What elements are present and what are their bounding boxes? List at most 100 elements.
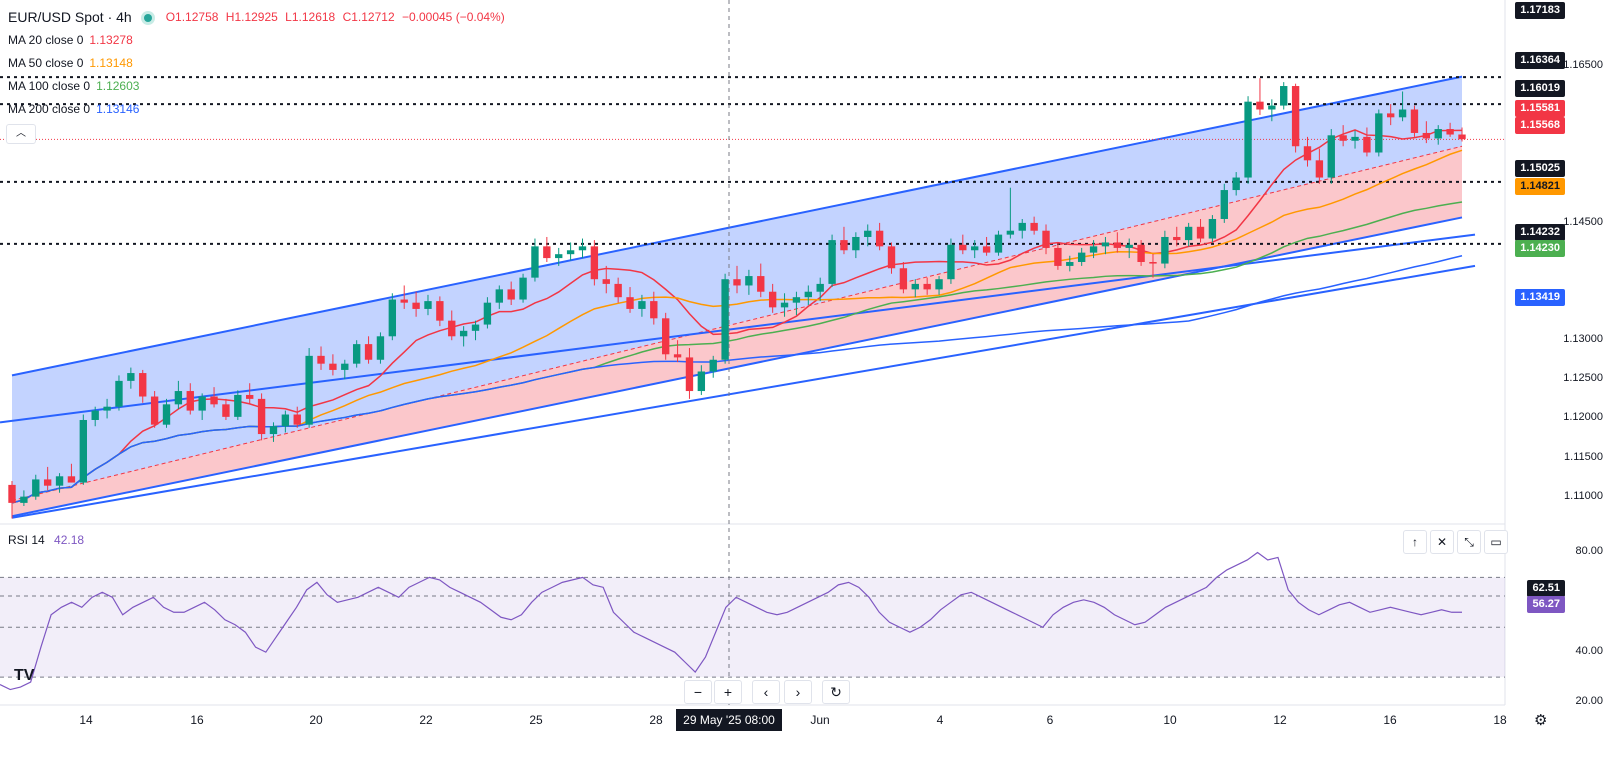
candle-body bbox=[20, 496, 28, 503]
rsi-tick-label: 40.00 bbox=[1575, 645, 1603, 658]
candle-body bbox=[376, 336, 385, 360]
ma20-label: MA 20 close 0 bbox=[8, 33, 84, 47]
time-tick-label: 10 bbox=[1163, 713, 1177, 727]
candle-body bbox=[1042, 230, 1050, 248]
price-pill: 1.15025 bbox=[1515, 160, 1565, 177]
candle-body bbox=[1327, 135, 1335, 178]
low-value: L1.12618 bbox=[285, 10, 336, 24]
candle-body bbox=[67, 476, 76, 483]
candle-body bbox=[448, 320, 456, 337]
candle-body bbox=[436, 301, 444, 321]
time-tick-label: 22 bbox=[419, 713, 433, 727]
candle-body bbox=[828, 240, 836, 284]
zoom-in-button[interactable]: + bbox=[714, 680, 742, 704]
candle-body bbox=[79, 419, 87, 483]
time-tick-label: 28 bbox=[649, 713, 663, 727]
candle-body bbox=[1339, 135, 1347, 141]
ma100-value: 1.12603 bbox=[96, 79, 140, 93]
candle-body bbox=[685, 357, 694, 392]
rsi-tick-label: 80.00 bbox=[1575, 545, 1603, 558]
time-tick-label: 4 bbox=[936, 713, 944, 727]
candle-body bbox=[234, 394, 242, 417]
candle-body bbox=[139, 373, 147, 397]
candle-body bbox=[1006, 230, 1015, 235]
candle-body bbox=[1125, 244, 1133, 248]
symbol-title[interactable]: EUR/USD Spot · 4h bbox=[8, 9, 132, 25]
candle-body bbox=[899, 268, 908, 290]
close-pane-button[interactable]: ✕ bbox=[1430, 530, 1454, 554]
candle-body bbox=[804, 291, 812, 298]
candle-body bbox=[1232, 177, 1240, 191]
change-value: −0.00045 (−0.04%) bbox=[401, 10, 505, 24]
regression-channel bbox=[0, 75, 1476, 519]
candle-body bbox=[1422, 132, 1431, 139]
price-tick-label: 1.11000 bbox=[1564, 489, 1603, 502]
candle-body bbox=[1113, 242, 1122, 248]
channel-lower-fill bbox=[12, 146, 1462, 517]
candle-body bbox=[1208, 218, 1217, 239]
candle-body bbox=[1184, 226, 1193, 241]
candle-body bbox=[959, 244, 967, 251]
ma200-line bbox=[11, 255, 1463, 504]
candle-body bbox=[198, 396, 206, 411]
candle-body bbox=[745, 276, 753, 286]
ma100-label: MA 100 close 0 bbox=[8, 79, 91, 93]
ma50-legend[interactable]: MA 50 close 0 1.13148 bbox=[8, 52, 509, 75]
ma20-line bbox=[11, 129, 1463, 504]
zoom-out-button[interactable]: − bbox=[684, 680, 712, 704]
candle-body bbox=[1220, 190, 1228, 219]
candle-body bbox=[1054, 247, 1062, 266]
candle-body bbox=[1315, 160, 1324, 178]
candle-body bbox=[483, 302, 492, 325]
reset-chart-button[interactable]: ↻ bbox=[822, 680, 850, 704]
candle-body bbox=[55, 476, 64, 486]
ma20-legend[interactable]: MA 20 close 0 1.13278 bbox=[8, 29, 509, 52]
time-tick-label: 12 bbox=[1273, 713, 1287, 727]
price-pill: 1.14232 bbox=[1515, 224, 1565, 241]
maximize-pane-button[interactable]: ▭ bbox=[1484, 530, 1508, 554]
candle-body bbox=[1351, 136, 1359, 141]
ma200-label: MA 200 close 0 bbox=[8, 102, 91, 116]
open-value: O1.12758 bbox=[165, 10, 219, 24]
candle-body bbox=[257, 398, 266, 435]
candle-body bbox=[1196, 226, 1205, 239]
scroll-forward-button[interactable]: › bbox=[784, 680, 812, 704]
candle-body bbox=[1410, 109, 1419, 133]
candle-body bbox=[115, 380, 123, 407]
candle-body bbox=[150, 396, 159, 425]
candle-body bbox=[246, 394, 254, 399]
move-pane-up-button[interactable]: ↑ bbox=[1403, 530, 1427, 554]
rsi-pill: 56.27 bbox=[1527, 596, 1565, 613]
candle-body bbox=[1161, 236, 1169, 264]
support-resistance-lines bbox=[0, 76, 1505, 245]
price-pill: 1.17183 bbox=[1515, 2, 1565, 19]
collapse-legend-button[interactable]: ︿ bbox=[6, 124, 36, 144]
collapse-pane-button[interactable]: ⤡ bbox=[1457, 530, 1481, 554]
candle-body bbox=[1303, 146, 1312, 161]
candle-body bbox=[364, 344, 373, 360]
candle-body bbox=[269, 426, 278, 435]
tradingview-logo-icon[interactable]: TV bbox=[14, 667, 35, 684]
trendline-support bbox=[0, 233, 1476, 424]
candle-body bbox=[923, 283, 931, 290]
rsi-pill: 62.51 bbox=[1527, 580, 1565, 597]
ma100-legend[interactable]: MA 100 close 0 1.12603 bbox=[8, 75, 509, 98]
candle-body bbox=[852, 236, 860, 251]
high-value: H1.12925 bbox=[225, 10, 278, 24]
candle-body bbox=[638, 301, 646, 309]
price-pill: 1.14821 bbox=[1515, 178, 1565, 195]
candle-body bbox=[1458, 134, 1466, 140]
scroll-back-button[interactable]: ‹ bbox=[752, 680, 780, 704]
candle-body bbox=[293, 414, 301, 425]
ohlc-values: O1.12758 H1.12925 L1.12618 C1.12712 −0.0… bbox=[166, 6, 509, 29]
candle-body bbox=[305, 355, 313, 425]
price-tick-label: 1.16500 bbox=[1563, 59, 1603, 72]
channel-mid-line bbox=[11, 145, 1463, 502]
settings-gear-icon[interactable]: ⚙ bbox=[1534, 712, 1548, 729]
candle-body bbox=[495, 289, 503, 303]
candle-body bbox=[459, 330, 468, 337]
candle-body bbox=[103, 406, 111, 411]
channel-top-line bbox=[11, 75, 1463, 377]
ma200-legend[interactable]: MA 200 close 0 1.13146 bbox=[8, 98, 509, 121]
